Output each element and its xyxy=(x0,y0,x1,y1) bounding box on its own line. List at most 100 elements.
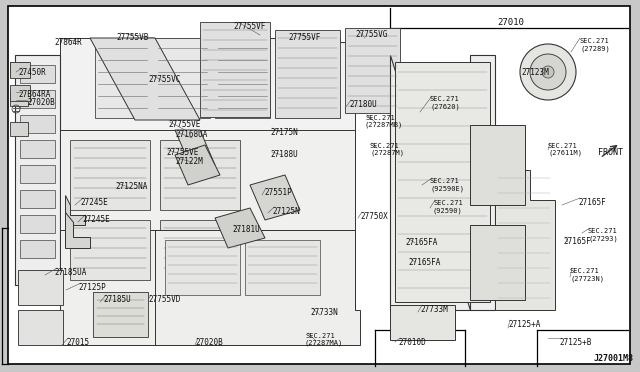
Text: SEC.271: SEC.271 xyxy=(570,268,600,274)
Text: 27125P: 27125P xyxy=(78,283,106,292)
Text: 27165FA: 27165FA xyxy=(408,258,440,267)
Polygon shape xyxy=(60,230,355,345)
Polygon shape xyxy=(20,190,55,208)
Polygon shape xyxy=(470,125,525,205)
Polygon shape xyxy=(395,62,490,302)
Text: 27168UA: 27168UA xyxy=(175,130,207,139)
Text: SEC.271: SEC.271 xyxy=(580,38,610,44)
Polygon shape xyxy=(10,62,30,78)
Polygon shape xyxy=(495,170,555,310)
Text: SEC.271: SEC.271 xyxy=(588,228,618,234)
Polygon shape xyxy=(60,38,355,345)
Polygon shape xyxy=(10,92,28,106)
Polygon shape xyxy=(200,22,270,117)
Text: 27551P: 27551P xyxy=(264,188,292,197)
Polygon shape xyxy=(18,310,63,345)
Polygon shape xyxy=(250,175,300,220)
Text: SEC.271: SEC.271 xyxy=(305,333,335,339)
Polygon shape xyxy=(20,140,55,158)
Polygon shape xyxy=(90,38,200,120)
Text: SEC.271: SEC.271 xyxy=(365,115,395,121)
Polygon shape xyxy=(20,215,55,233)
Polygon shape xyxy=(20,115,55,133)
Text: 27750X: 27750X xyxy=(360,212,388,221)
Text: 27450R: 27450R xyxy=(18,68,45,77)
Polygon shape xyxy=(70,140,150,210)
Text: 27165F: 27165F xyxy=(578,198,605,207)
Text: 27180U: 27180U xyxy=(349,100,377,109)
Polygon shape xyxy=(93,292,148,337)
Text: 27185UA: 27185UA xyxy=(54,268,86,277)
Text: 27188U: 27188U xyxy=(270,150,298,159)
Text: (92590): (92590) xyxy=(433,207,463,214)
Polygon shape xyxy=(155,230,360,345)
Polygon shape xyxy=(20,90,55,108)
Circle shape xyxy=(520,44,576,100)
Text: 27755VD: 27755VD xyxy=(148,295,180,304)
Text: (27620): (27620) xyxy=(430,103,460,109)
Polygon shape xyxy=(18,270,63,305)
Text: 27755VE: 27755VE xyxy=(168,120,200,129)
Polygon shape xyxy=(20,165,55,183)
Text: 27755VE: 27755VE xyxy=(166,148,198,157)
Polygon shape xyxy=(245,240,320,295)
Text: 27010: 27010 xyxy=(497,18,524,27)
Text: SEC.271: SEC.271 xyxy=(433,200,463,206)
Polygon shape xyxy=(275,30,340,118)
Polygon shape xyxy=(20,65,55,83)
Polygon shape xyxy=(345,28,400,113)
Polygon shape xyxy=(65,212,90,248)
Polygon shape xyxy=(10,122,28,136)
Text: 27755VC: 27755VC xyxy=(148,75,180,84)
Text: SEC.271: SEC.271 xyxy=(370,143,400,149)
Text: (27287MB): (27287MB) xyxy=(365,122,403,128)
Text: 27125N: 27125N xyxy=(272,207,300,216)
Polygon shape xyxy=(155,38,210,118)
Polygon shape xyxy=(215,208,265,248)
Text: 27165FA: 27165FA xyxy=(405,238,437,247)
Text: 27181U: 27181U xyxy=(232,225,260,234)
Text: (27287MA): (27287MA) xyxy=(305,340,343,346)
Polygon shape xyxy=(95,38,150,118)
Text: (27289): (27289) xyxy=(580,45,610,51)
Polygon shape xyxy=(160,140,240,210)
Text: FRONT: FRONT xyxy=(598,148,623,157)
Text: 27245E: 27245E xyxy=(80,198,108,207)
Text: 27245E: 27245E xyxy=(82,215,109,224)
Polygon shape xyxy=(160,220,240,280)
Text: 27B64RA: 27B64RA xyxy=(18,90,51,99)
Text: (27293): (27293) xyxy=(588,235,618,241)
Polygon shape xyxy=(65,195,85,225)
Polygon shape xyxy=(10,85,30,101)
Text: 27123M: 27123M xyxy=(521,68,548,77)
Text: 27175N: 27175N xyxy=(270,128,298,137)
Text: 27122M: 27122M xyxy=(175,157,203,166)
Circle shape xyxy=(542,66,554,78)
Text: 27020B: 27020B xyxy=(195,338,223,347)
Text: 27733N: 27733N xyxy=(310,308,338,317)
Text: SEC.271: SEC.271 xyxy=(548,143,578,149)
Polygon shape xyxy=(20,240,55,258)
Polygon shape xyxy=(215,38,270,118)
Text: SEC.271: SEC.271 xyxy=(430,178,460,184)
Polygon shape xyxy=(10,62,28,76)
Polygon shape xyxy=(390,305,455,340)
Text: 27125NA: 27125NA xyxy=(115,182,147,191)
Text: 27755VF: 27755VF xyxy=(288,33,321,42)
Polygon shape xyxy=(470,225,525,300)
Text: (27287M): (27287M) xyxy=(370,150,404,157)
Polygon shape xyxy=(15,55,60,285)
Text: 27015: 27015 xyxy=(66,338,89,347)
Text: J27001M8: J27001M8 xyxy=(594,354,634,363)
Text: (92590E): (92590E) xyxy=(430,185,464,192)
Text: 27864R: 27864R xyxy=(54,38,82,47)
Text: 27755VF: 27755VF xyxy=(233,22,266,31)
Text: 27755VB: 27755VB xyxy=(116,33,148,42)
Polygon shape xyxy=(175,130,215,165)
Polygon shape xyxy=(175,145,220,185)
Text: 27185U: 27185U xyxy=(103,295,131,304)
Text: 27125+A: 27125+A xyxy=(508,320,540,329)
Polygon shape xyxy=(70,220,150,280)
Text: 27010D: 27010D xyxy=(398,338,426,347)
Text: (27723N): (27723N) xyxy=(570,275,604,282)
